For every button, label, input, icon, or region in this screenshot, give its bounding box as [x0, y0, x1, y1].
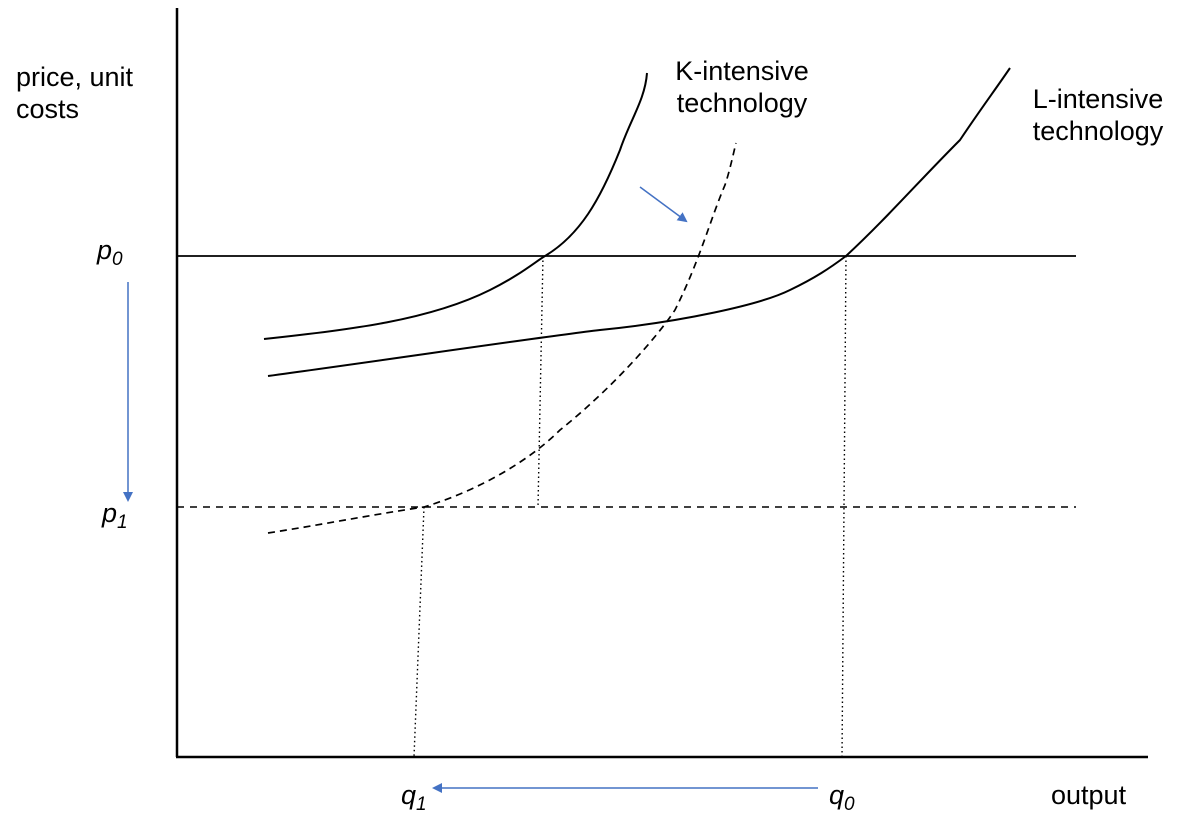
- p1-label: p1: [102, 497, 128, 539]
- q0-label: q0: [829, 779, 855, 821]
- q0-subscript: 0: [844, 794, 855, 815]
- q1-dotted-line: [413, 506, 425, 758]
- p1-symbol: p: [102, 498, 118, 528]
- q0-symbol: q: [829, 780, 845, 810]
- k-intensive-label-line2: technology: [676, 88, 808, 118]
- k-intensive-label-line1: K-intensive: [675, 56, 809, 86]
- p1-subscript: 1: [117, 512, 128, 533]
- p0-subscript: 0: [112, 249, 123, 270]
- l-intensive-label-line2: technology: [1032, 116, 1164, 146]
- curve-shift-arrow: [639, 186, 688, 223]
- q1-label: q1: [401, 779, 427, 821]
- y-axis-label: price, unit costs: [16, 61, 133, 125]
- k-intensive-curve: [263, 72, 648, 340]
- p0-label: p0: [97, 234, 123, 276]
- y-axis-label-line2: costs: [16, 94, 80, 124]
- k-intersection-dotted-line: [537, 255, 544, 508]
- l-intensive-label-line1: L-intensive: [1032, 84, 1164, 114]
- shifted-k-intensive-curve: [267, 142, 737, 534]
- l-intensive-label: L-intensive technology: [1018, 83, 1178, 147]
- k-intensive-label: K-intensive technology: [662, 55, 822, 119]
- y-axis-label-line1: price, unit: [16, 62, 134, 92]
- l-intensive-curve: [267, 67, 1011, 377]
- p0-symbol: p: [97, 235, 113, 265]
- q1-subscript: 1: [416, 794, 427, 815]
- x-axis-label: output: [1051, 780, 1127, 810]
- q1-symbol: q: [401, 780, 417, 810]
